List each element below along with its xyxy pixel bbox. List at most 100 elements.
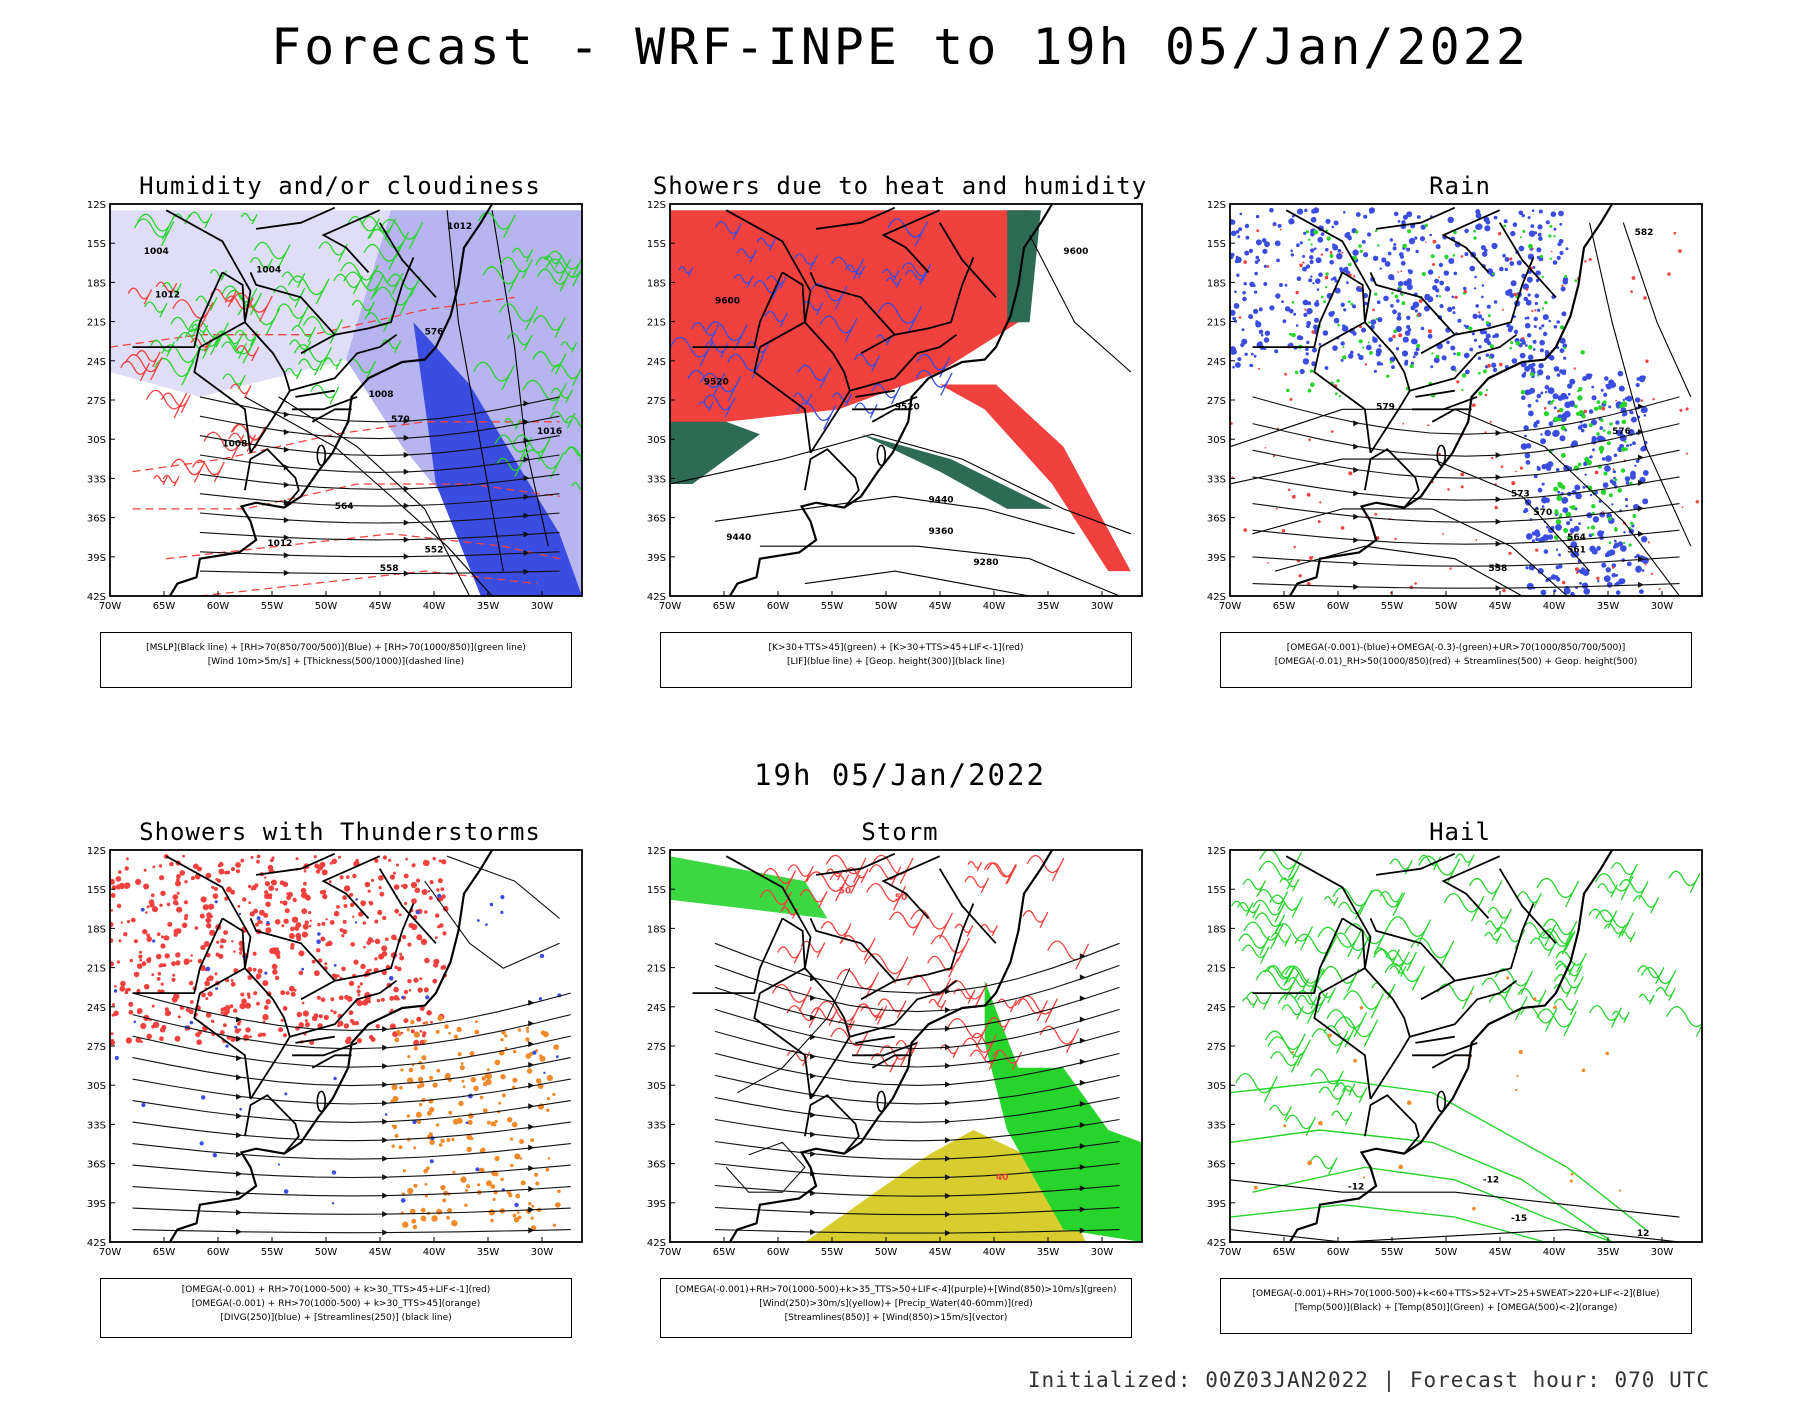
omega-blue <box>1274 240 1281 247</box>
omega-blue <box>1552 393 1559 400</box>
omega-blue <box>1238 227 1242 232</box>
thunder-red <box>179 870 186 876</box>
omega-blue <box>1393 211 1399 217</box>
omega-blue <box>1303 312 1308 317</box>
showers-area <box>670 210 1030 447</box>
thunder-red <box>207 991 213 997</box>
omega-blue <box>1524 452 1531 459</box>
thunder-red <box>413 977 419 983</box>
omega-blue <box>1626 395 1633 402</box>
omega-blue <box>1305 264 1311 269</box>
lat-label: 24S <box>87 1003 106 1014</box>
omega-blue <box>1435 244 1441 250</box>
thunder-red <box>204 980 211 987</box>
precip-water-contour <box>953 988 976 1004</box>
stream-arrow <box>236 1209 243 1216</box>
omega-blue <box>1420 224 1426 230</box>
map-layers: 1004100410121008101210161012100857657056… <box>110 204 582 596</box>
rh-green-contour <box>291 325 316 343</box>
temp850-contour <box>1589 1005 1622 1028</box>
lon-label: 40W <box>983 1247 1006 1258</box>
state-border <box>255 206 336 230</box>
lon-label: 55W <box>821 601 844 612</box>
thunder-red <box>365 991 370 996</box>
state-border <box>1285 209 1372 348</box>
thunder-red <box>156 977 161 981</box>
omega-blue <box>1570 541 1578 549</box>
omega-blue <box>1402 336 1409 343</box>
stream-arrow <box>1353 467 1360 474</box>
precip-water-contour <box>971 1032 997 1051</box>
precip-water-contour <box>992 1049 1022 1071</box>
lon-label: 50W <box>875 601 898 612</box>
thunder-red <box>402 883 408 890</box>
thunder-red <box>320 936 326 942</box>
omega-blue <box>1538 363 1544 369</box>
omega-blue <box>1537 369 1544 376</box>
stream-arrow <box>523 475 530 482</box>
divg-blue <box>477 919 480 922</box>
rh-green-contour <box>150 339 175 357</box>
omega-blue <box>1569 378 1576 385</box>
omega-green <box>1400 293 1404 296</box>
omega-blue <box>1332 276 1337 281</box>
omega-blue <box>1333 220 1339 226</box>
rh-green-contour <box>550 411 576 429</box>
thunder-orange <box>446 1215 450 1220</box>
omega-blue <box>1361 240 1366 244</box>
thunder-red <box>393 995 399 1001</box>
omega-blue <box>1230 309 1236 316</box>
legend-line: [OMEGA(-0.01)_RH>50(1000/850)(red) + Str… <box>1274 657 1638 667</box>
omega-blue <box>1584 473 1587 476</box>
state-border <box>753 346 812 454</box>
omega-green <box>1558 407 1564 413</box>
omega-blue <box>1269 305 1275 311</box>
omega-blue <box>1571 489 1577 495</box>
lat-label: 18S <box>1207 278 1226 289</box>
temp850-contour <box>1443 893 1485 922</box>
rh-red <box>1679 408 1683 412</box>
lat-label: 24S <box>647 1003 666 1014</box>
state-border <box>1431 1054 1472 1069</box>
rh-green-contour <box>289 339 312 355</box>
omega-blue <box>1406 284 1413 291</box>
thunder-orange <box>435 1029 440 1034</box>
thunder-red <box>333 910 340 917</box>
omega-green <box>1391 291 1394 295</box>
rh-red <box>1311 330 1315 334</box>
thunder-orange <box>526 1030 530 1033</box>
thickness-contour <box>172 299 214 328</box>
omega-blue <box>1486 268 1494 275</box>
panel-title: Storm <box>861 818 939 846</box>
rh-red <box>1532 247 1534 250</box>
stream-arrow <box>1079 1164 1086 1171</box>
precip-water-contour <box>988 1016 1011 1032</box>
omega-blue <box>1413 351 1419 356</box>
rh-green-contour <box>564 446 582 460</box>
precip-water-contour <box>954 923 974 937</box>
thunder-red <box>363 945 366 949</box>
rh-green-contour <box>221 341 247 359</box>
rh-red <box>1667 272 1671 276</box>
thunder-red <box>136 1008 143 1014</box>
rh-green-contour <box>144 301 168 318</box>
omega-blue <box>1453 271 1458 276</box>
thunder-red <box>352 915 355 918</box>
stream-arrow <box>944 1099 951 1106</box>
coastline <box>1288 204 1614 596</box>
lat-label: 30S <box>1207 435 1226 446</box>
omega-orange <box>1516 1074 1519 1078</box>
thunder-red <box>118 939 122 943</box>
thunder-red <box>126 857 129 861</box>
omega-blue <box>1571 440 1578 447</box>
thunder-orange <box>406 1028 410 1032</box>
thunder-red <box>284 908 290 914</box>
thunder-red <box>235 862 242 868</box>
thunder-red <box>114 985 117 988</box>
omega-blue <box>1516 260 1522 266</box>
omega-green <box>1549 401 1553 405</box>
state-border <box>1364 448 1420 509</box>
omega-blue <box>1434 278 1439 284</box>
lon-label: 50W <box>315 601 338 612</box>
rh-green-contour <box>318 241 348 262</box>
